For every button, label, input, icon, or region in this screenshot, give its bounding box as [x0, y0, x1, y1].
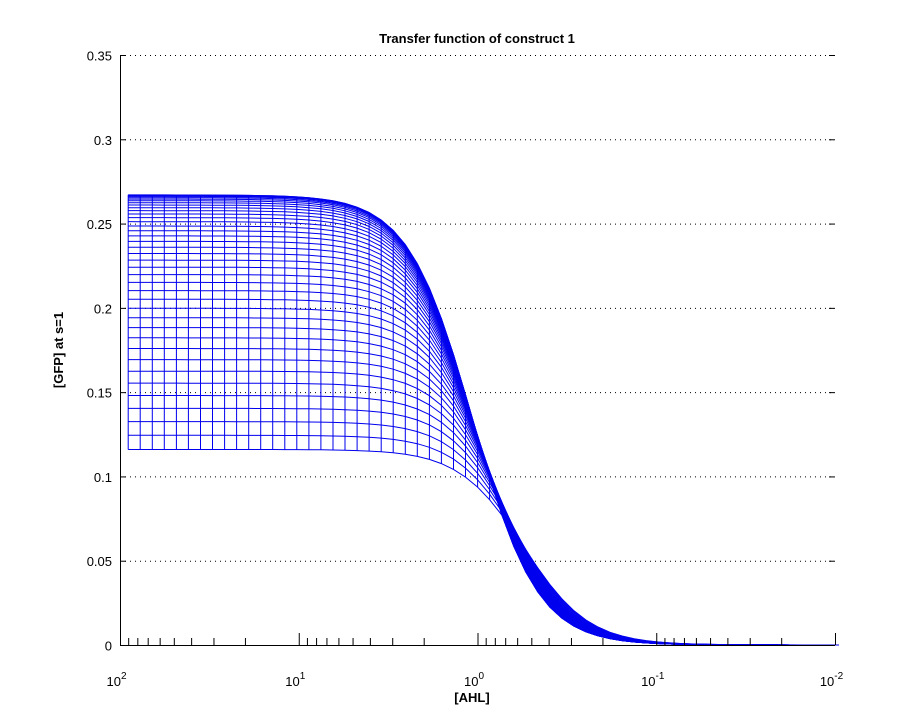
y-tick-label: 0	[105, 639, 112, 654]
y-tick-label: 0.2	[94, 301, 112, 316]
y-grid-lines	[120, 55, 835, 562]
mesh-surface	[127, 194, 839, 646]
axes	[120, 55, 835, 646]
chart-title: Transfer function of construct 1	[379, 31, 575, 46]
y-tick-label: 0.05	[87, 554, 112, 569]
x-axis-label: [AHL]	[454, 690, 489, 705]
y-tick-label: 0.35	[87, 49, 112, 64]
y-axis-ticks: 0 0.05 0.1 0.15 0.2 0.25 0.3 0.35	[87, 49, 835, 654]
y-axis-label: [GFP] at s=1	[51, 312, 66, 388]
y-tick-label: 0.1	[94, 470, 112, 485]
y-tick-label: 0.3	[94, 133, 112, 148]
y-tick-label: 0.15	[87, 386, 112, 401]
y-tick-label: 0.25	[87, 217, 112, 232]
mesh-curve	[128, 194, 839, 646]
